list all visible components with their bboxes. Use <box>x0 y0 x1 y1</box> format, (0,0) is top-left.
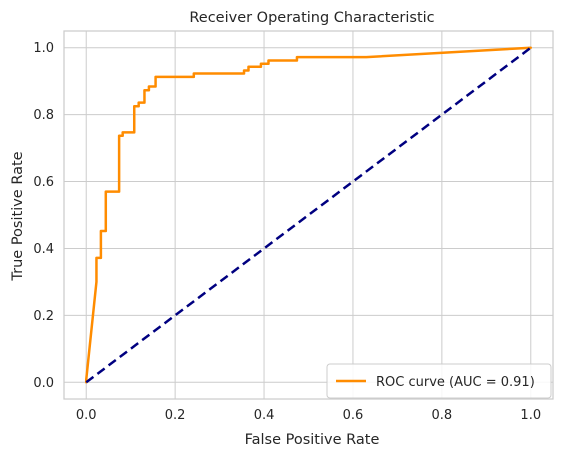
x-tick-label: 0.6 <box>343 408 364 423</box>
x-tick-label: 0.4 <box>254 408 275 423</box>
legend: ROC curve (AUC = 0.91) <box>326 363 552 399</box>
y-tick-labels: 0.0 0.2 0.4 0.6 0.8 1.0 <box>33 41 54 391</box>
legend-label: ROC curve (AUC = 0.91) <box>376 375 535 390</box>
y-tick-label: 1.0 <box>33 41 54 56</box>
y-axis-label: True Positive Rate <box>10 151 26 281</box>
x-tick-label: 0.2 <box>165 408 186 423</box>
y-tick-label: 0.0 <box>33 376 54 391</box>
x-axis-label: False Positive Rate <box>245 432 380 448</box>
chance-diagonal-line <box>85 46 532 384</box>
plot-frame <box>63 30 554 400</box>
x-tick-labels: 0.0 0.2 0.4 0.6 0.8 1.0 <box>76 408 541 423</box>
y-tick-label: 0.2 <box>33 309 54 324</box>
x-tick-label: 1.0 <box>520 408 541 423</box>
chart-title: Receiver Operating Characteristic <box>189 10 434 26</box>
grid-layer <box>64 31 553 399</box>
x-tick-label: 0.8 <box>432 408 453 423</box>
y-tick-label: 0.8 <box>33 108 54 123</box>
x-tick-label: 0.0 <box>76 408 97 423</box>
series-layer <box>84 46 533 384</box>
y-tick-label: 0.4 <box>33 242 54 257</box>
legend-box <box>326 363 552 399</box>
y-tick-label: 0.6 <box>33 175 54 190</box>
roc-curve-line <box>84 46 533 384</box>
